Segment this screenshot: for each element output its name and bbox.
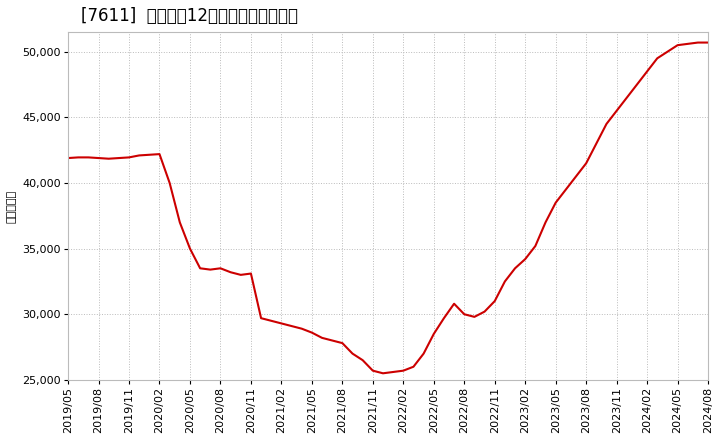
Y-axis label: （百万円）: （百万円） xyxy=(7,189,17,223)
Text: [7611]  売上高の12か月移動合計の推移: [7611] 売上高の12か月移動合計の推移 xyxy=(81,7,298,25)
